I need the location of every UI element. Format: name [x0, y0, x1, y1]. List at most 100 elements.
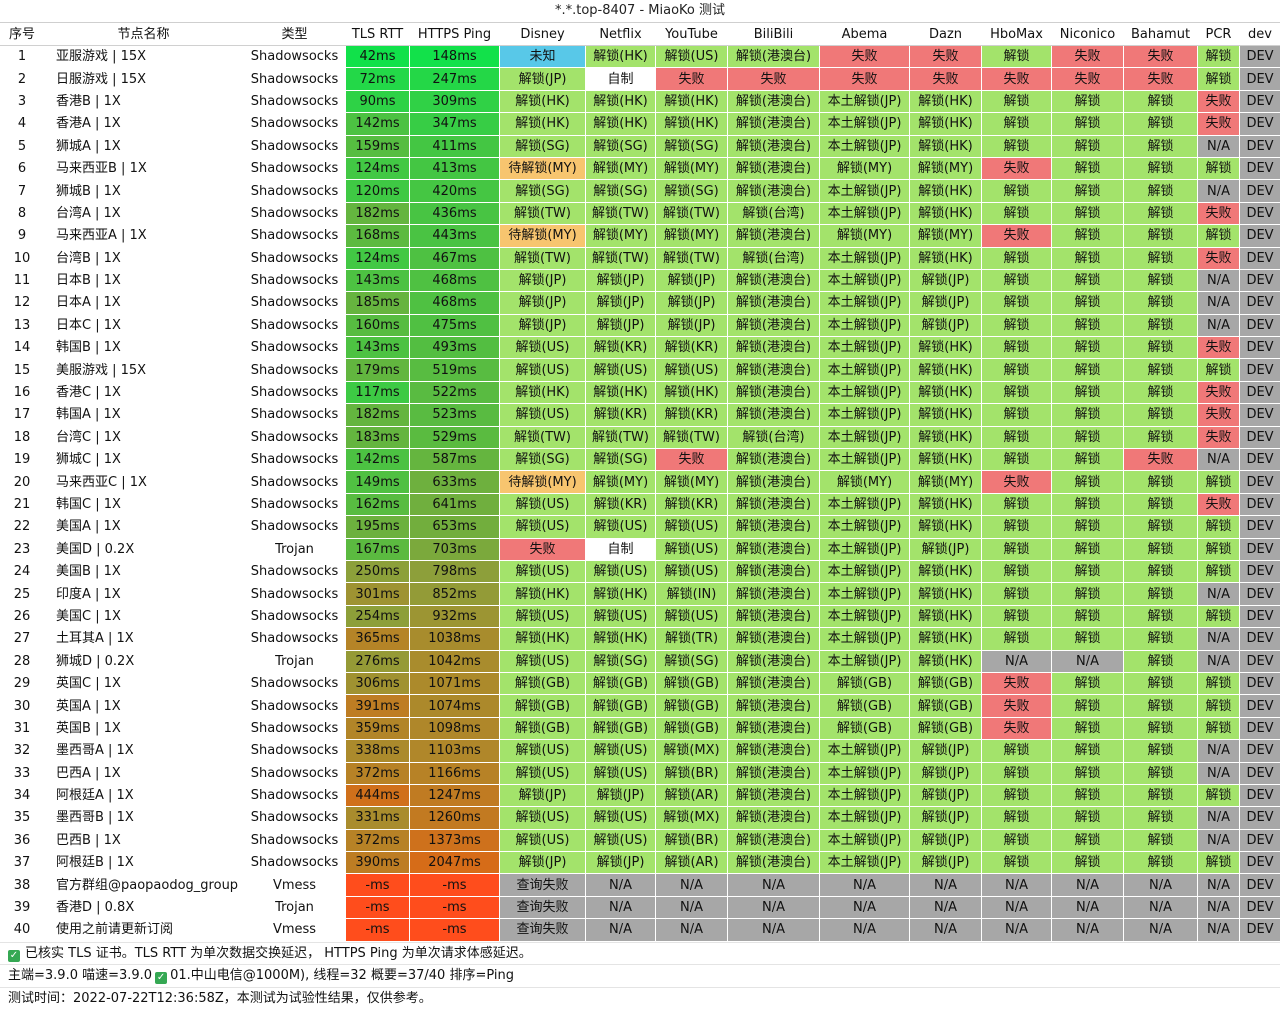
node-name: 美国A | 1X [43, 515, 244, 539]
cell-bilibili: 解锁(港澳台) [727, 492, 820, 517]
cell-disney: 解锁(US) [499, 828, 586, 853]
node-name: 韩国C | 1X [43, 492, 244, 517]
column-header: Disney [499, 23, 586, 46]
cell-dazn: 解锁(JP) [909, 828, 982, 853]
table-row: 33 巴西A | 1X Shadowsocks 372ms 1166ms 解锁(US) 解锁… [0, 761, 1280, 785]
cell-disney: 解锁(US) [499, 739, 586, 763]
cell-hbomax: 解锁 [981, 201, 1052, 226]
cell-disney: 解锁(HK) [499, 627, 586, 651]
footer-test-time: 测试时间：2022-07-22T12:36:58Z，本测试为试验性结果，仅供参考… [0, 986, 1280, 1009]
cell-pcr: N/A [1197, 134, 1240, 158]
cell-bilibili: 解锁(港澳台) [727, 716, 820, 741]
results-table: 序号 节点名称 类型 TLS RTT HTTPS Ping Disney Netflix Yo… [0, 23, 1280, 942]
cell-netflix: 解锁(SG) [585, 179, 656, 203]
cell-dazn: 解锁(HK) [909, 604, 982, 629]
cell-netflix: N/A [585, 918, 656, 942]
table-row: 8 台湾A | 1X Shadowsocks 182ms 436ms 解锁(TW) 解锁(T… [0, 201, 1280, 226]
cell-youtube: 解锁(US) [655, 44, 728, 69]
cell-hbomax: 解锁 [981, 537, 1052, 561]
cell-youtube: 解锁(MY) [655, 156, 728, 181]
node-type: Vmess [243, 918, 346, 942]
cell-abema: 本土解锁(JP) [819, 291, 910, 315]
cell-abema: N/A [819, 918, 910, 942]
cell-netflix: 解锁(US) [585, 559, 656, 584]
table-row: 11 日本B | 1X Shadowsocks 143ms 468ms 解锁(JP) 解锁(… [0, 268, 1280, 293]
row-index: 26 [0, 604, 44, 629]
row-index: 23 [0, 537, 44, 561]
cell-netflix: 解锁(JP) [585, 268, 656, 293]
cell-youtube: 解锁(US) [655, 559, 728, 584]
cell-disney: 解锁(US) [499, 515, 586, 539]
cell-bahamut: 失败 [1123, 44, 1198, 69]
node-name: 墨西哥A | 1X [43, 739, 244, 763]
node-name: 马来西亚C | 1X [43, 470, 244, 494]
cell-niconico: 解锁 [1051, 515, 1124, 539]
table-row: 6 马来西亚B | 1X Shadowsocks 124ms 413ms 待解锁(MY) 解… [0, 156, 1280, 181]
cell-abema: 解锁(MY) [819, 224, 910, 248]
cell-dazn: 解锁(JP) [909, 851, 982, 875]
cell-bilibili: 解锁(港澳台) [727, 336, 820, 360]
table-row: 34 阿根廷A | 1X Shadowsocks 444ms 1247ms 解锁(JP) 解… [0, 783, 1280, 808]
cell-niconico: 解锁 [1051, 291, 1124, 315]
https-ping-cell: 1098ms [409, 716, 500, 741]
tls-rtt-cell: 195ms [345, 515, 410, 539]
table-row: 25 印度A | 1X Shadowsocks 301ms 852ms 解锁(HK) 解锁(… [0, 582, 1280, 606]
node-name: 印度A | 1X [43, 582, 244, 606]
column-header: Dazn [909, 23, 982, 46]
cell-netflix: 解锁(HK) [585, 44, 656, 69]
cell-disney: 解锁(HK) [499, 380, 586, 405]
cell-abema: 解锁(GB) [819, 671, 910, 696]
https-ping-cell: 309ms [409, 89, 500, 114]
https-ping-cell: 468ms [409, 291, 500, 315]
cell-abema: 本土解锁(JP) [819, 380, 910, 405]
cell-bahamut: 解锁 [1123, 425, 1198, 450]
row-index: 24 [0, 559, 44, 584]
cell-bahamut: 解锁 [1123, 179, 1198, 203]
cell-niconico: 解锁 [1051, 492, 1124, 517]
https-ping-cell: 468ms [409, 268, 500, 293]
cell-hbomax: 失败 [981, 671, 1052, 696]
cell-dazn: 解锁(HK) [909, 425, 982, 450]
node-name: 台湾C | 1X [43, 425, 244, 450]
dev-cell: DEV [1239, 537, 1280, 561]
cell-hbomax: 解锁 [981, 806, 1052, 830]
cell-hbomax: 解锁 [981, 380, 1052, 405]
cell-youtube: N/A [655, 895, 728, 920]
cell-netflix: 解锁(GB) [585, 671, 656, 696]
cell-bilibili: 解锁(港澳台) [727, 358, 820, 382]
table-row: 28 狮城D | 0.2X Trojan 276ms 1042ms 解锁(US) 解锁(SG… [0, 649, 1280, 673]
cell-bilibili: 解锁(港澳台) [727, 448, 820, 472]
cell-youtube: 解锁(HK) [655, 112, 728, 136]
cell-pcr: 失败 [1197, 403, 1240, 427]
cell-bilibili: 解锁(港澳台) [727, 515, 820, 539]
dev-cell: DEV [1239, 627, 1280, 651]
cell-hbomax: 解锁 [981, 336, 1052, 360]
cell-dazn: 解锁(HK) [909, 89, 982, 114]
cell-hbomax: 解锁 [981, 313, 1052, 338]
row-index: 5 [0, 134, 44, 158]
cell-bahamut: 解锁 [1123, 112, 1198, 136]
table-row: 5 狮城A | 1X Shadowsocks 159ms 411ms 解锁(SG) 解锁(S… [0, 134, 1280, 158]
cell-niconico: 解锁 [1051, 537, 1124, 561]
tls-rtt-cell: 372ms [345, 828, 410, 853]
cell-niconico: 解锁 [1051, 627, 1124, 651]
node-name: 香港C | 1X [43, 380, 244, 405]
tls-rtt-cell: 124ms [345, 156, 410, 181]
cell-dazn: 解锁(HK) [909, 448, 982, 472]
cell-abema: 本土解锁(JP) [819, 851, 910, 875]
dev-cell: DEV [1239, 515, 1280, 539]
cell-niconico: 解锁 [1051, 582, 1124, 606]
node-name: 墨西哥B | 1X [43, 806, 244, 830]
cell-pcr: N/A [1197, 179, 1240, 203]
cell-disney: 解锁(GB) [499, 671, 586, 696]
node-type: Shadowsocks [243, 179, 346, 203]
table-row: 32 墨西哥A | 1X Shadowsocks 338ms 1103ms 解锁(US) 解… [0, 739, 1280, 763]
cell-netflix: 解锁(MY) [585, 224, 656, 248]
https-ping-cell: 347ms [409, 112, 500, 136]
dev-cell: DEV [1239, 828, 1280, 853]
dev-cell: DEV [1239, 358, 1280, 382]
cell-abema: 本土解锁(JP) [819, 649, 910, 673]
cell-dazn: 解锁(JP) [909, 291, 982, 315]
node-type: Shadowsocks [243, 806, 346, 830]
cell-pcr: 解锁 [1197, 694, 1240, 718]
